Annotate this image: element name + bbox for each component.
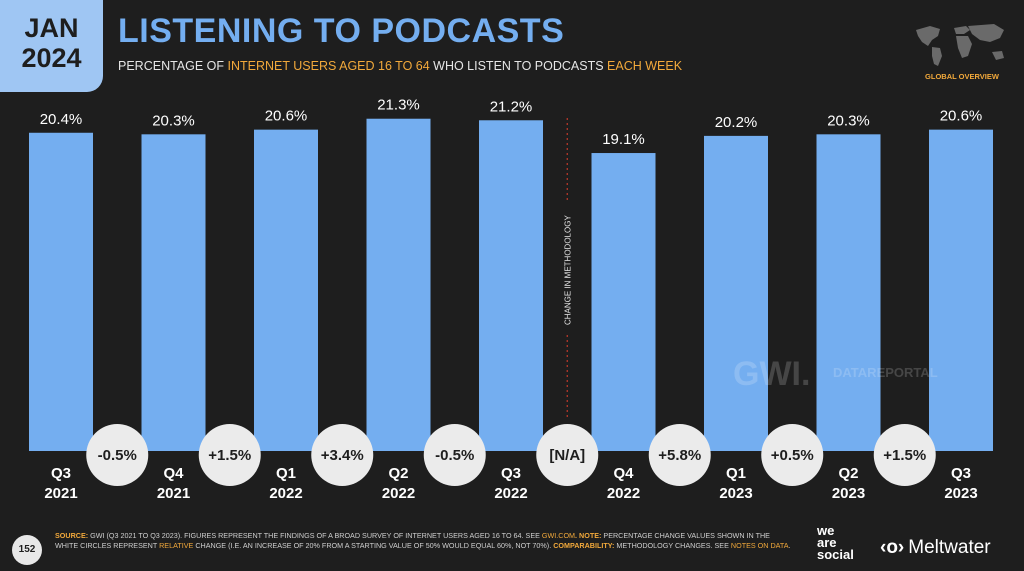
ws-we: we: [817, 523, 835, 538]
source-text: GWI (Q3 2021 TO Q3 2023). FIGURES REPRES…: [88, 531, 542, 540]
page-number: 152: [12, 535, 42, 565]
change-label: +1.5%: [208, 447, 251, 464]
note-text-2: CHANGE (I.E. AN INCREASE OF 20% FROM A S…: [193, 541, 554, 550]
x-tick-year: 2022: [382, 485, 415, 502]
bar-value-label: 21.2%: [490, 98, 533, 115]
meltwater-logo: ‹o› Meltwater: [880, 537, 991, 559]
datareportal-watermark: DATAREPORTAL: [833, 365, 938, 380]
x-tick-quarter: Q1: [726, 465, 746, 482]
change-circle: [873, 424, 936, 486]
change-label: +0.5%: [771, 447, 814, 464]
bar: [141, 134, 206, 451]
change-label: -0.5%: [435, 447, 474, 464]
subtitle-part-1: PERCENTAGE OF: [118, 59, 228, 73]
bar: [254, 129, 318, 451]
comparability-key: COMPARABILITY:: [553, 541, 615, 550]
change-label: [N/A]: [549, 447, 585, 464]
change-label: +5.8%: [658, 447, 701, 464]
subtitle-part-2: INTERNET USERS AGED 16 TO 64: [227, 59, 430, 73]
change-circle: [86, 424, 149, 486]
x-tick-quarter: Q3: [951, 465, 971, 482]
x-tick-quarter: Q3: [51, 465, 71, 482]
change-circle: [761, 424, 824, 486]
change-circle: [536, 424, 599, 486]
bar: [591, 153, 656, 452]
bar-value-label: 20.6%: [940, 108, 983, 125]
change-label: -0.5%: [98, 447, 137, 464]
note-text: PERCENTAGE CHANGE VALUES SHOWN IN THE WH…: [55, 531, 770, 550]
footnote: SOURCE: GWI (Q3 2021 TO Q3 2023). FIGURE…: [55, 531, 795, 551]
page-title: LISTENING TO PODCASTS: [118, 12, 565, 50]
change-circle: [198, 424, 261, 486]
x-tick-quarter: Q2: [388, 465, 408, 482]
x-tick-year: 2023: [719, 485, 752, 502]
x-tick-year: 2022: [269, 485, 302, 502]
change-circle: [648, 424, 711, 486]
methodology-label: CHANGE IN METHODOLOGY: [563, 215, 572, 325]
x-tick-year: 2022: [494, 485, 527, 502]
note-key: . NOTE:: [575, 531, 602, 540]
x-tick-quarter: Q2: [838, 465, 858, 482]
bar: [929, 129, 993, 451]
x-tick-quarter: Q4: [613, 465, 634, 482]
page-subtitle: PERCENTAGE OF INTERNET USERS AGED 16 TO …: [118, 59, 682, 73]
date-badge: JAN 2024: [0, 0, 103, 92]
global-overview-label: GLOBAL OVERVIEW: [925, 72, 999, 81]
notes-on-data-link[interactable]: NOTES ON DATA: [730, 541, 789, 550]
x-tick-year: 2023: [832, 485, 865, 502]
bar: [816, 134, 881, 451]
note-relative: RELATIVE: [159, 541, 194, 550]
bar-value-label: 19.1%: [602, 131, 645, 148]
bar-value-label: 20.2%: [715, 114, 758, 131]
change-label: +3.4%: [321, 447, 364, 464]
x-tick-year: 2021: [44, 485, 77, 502]
comparability-text: METHODOLOGY CHANGES. SEE: [614, 541, 731, 550]
x-tick-year: 2023: [944, 485, 977, 502]
bar: [366, 118, 431, 451]
subtitle-part-4: EACH WEEK: [607, 59, 683, 73]
bar: [29, 132, 93, 451]
x-tick-year: 2021: [157, 485, 190, 502]
we-are-social-logo: we are social: [817, 523, 854, 562]
world-map-icon: [916, 24, 1004, 66]
x-tick-quarter: Q1: [276, 465, 296, 482]
meltwater-wordmark: Meltwater: [908, 537, 991, 558]
bar-value-label: 20.6%: [265, 108, 308, 125]
bar: [479, 120, 543, 451]
ws-are: are: [817, 535, 837, 550]
x-tick-year: 2022: [607, 485, 640, 502]
bar-value-label: 20.3%: [827, 112, 870, 129]
badge-month: JAN: [24, 13, 79, 43]
ws-social: social: [817, 547, 854, 562]
x-tick-quarter: Q3: [501, 465, 521, 482]
bar-value-label: 20.3%: [152, 112, 195, 129]
meltwater-mark-icon: ‹o›: [880, 537, 905, 558]
source-link[interactable]: GWI.COM: [541, 531, 576, 540]
change-label: +1.5%: [883, 447, 926, 464]
change-circle: [311, 424, 374, 486]
change-circle: [423, 424, 486, 486]
source-key: SOURCE:: [55, 531, 89, 540]
gwi-watermark: GWI.: [733, 355, 811, 393]
bar-value-label: 21.3%: [377, 97, 420, 114]
bar-value-label: 20.4%: [40, 111, 83, 128]
x-tick-quarter: Q4: [163, 465, 184, 482]
subtitle-part-3: WHO LISTEN TO PODCASTS: [429, 59, 608, 73]
badge-year: 2024: [21, 43, 82, 73]
comparability-end: .: [788, 541, 791, 550]
bar: [704, 135, 768, 451]
